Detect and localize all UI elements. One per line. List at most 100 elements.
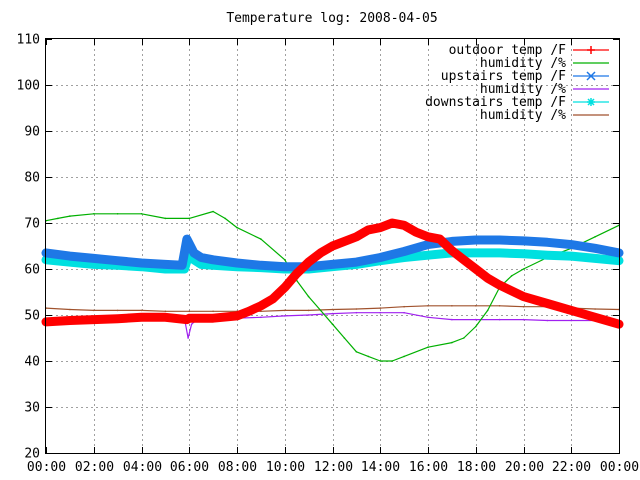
series-line-5 (45, 305, 620, 312)
series-point-5 (331, 308, 334, 311)
y-tick-label: 30 (24, 401, 40, 416)
series-point-1 (379, 360, 382, 362)
series-point-0 (340, 237, 348, 245)
series-point-2 (90, 254, 98, 262)
series-point-1 (475, 325, 477, 328)
series-point-5 (451, 305, 453, 307)
series-point-0 (269, 295, 277, 303)
series-point-0 (293, 270, 301, 278)
series-point-5 (69, 308, 71, 311)
x-tick-label: 14:00 (361, 460, 400, 475)
x-tick-label: 02:00 (75, 460, 114, 475)
series-point-2 (329, 260, 336, 268)
series-point-3 (260, 316, 262, 319)
legend-label: humidity /% (480, 82, 566, 97)
series-point-5 (140, 309, 143, 312)
series-point-2 (400, 248, 408, 255)
series-point-0 (161, 313, 169, 321)
series-point-1 (260, 238, 262, 240)
series-point-1 (307, 295, 310, 298)
series-point-3 (451, 318, 453, 321)
series-point-2 (472, 236, 480, 244)
series-point-4 (197, 260, 205, 268)
series-point-0 (305, 258, 313, 266)
legend-label: humidity /% (480, 108, 566, 123)
series-point-4 (591, 254, 599, 262)
series-point-3 (403, 311, 405, 314)
series-point-0 (376, 224, 384, 232)
y-tick-label: 20 (24, 447, 40, 462)
series-point-5 (307, 309, 310, 312)
series-point-5 (403, 305, 405, 308)
x-tick-label: 16:00 (409, 460, 448, 475)
series-point-0 (388, 219, 396, 227)
series-point-5 (594, 308, 596, 310)
series-point-0 (209, 314, 217, 322)
series-point-0 (472, 265, 480, 273)
series-point-1 (284, 259, 286, 261)
series-point-5 (475, 305, 477, 307)
series-point-3 (475, 318, 477, 321)
series-point-0 (257, 302, 265, 310)
series-point-0 (138, 313, 145, 321)
legend-marker-cross (586, 71, 596, 81)
series-point-5 (498, 305, 501, 307)
series-point-4 (520, 250, 527, 258)
series-point-5 (93, 309, 95, 312)
series-point-2 (114, 257, 122, 265)
series-point-1 (57, 217, 59, 220)
legend-label: humidity /% (480, 56, 566, 71)
legend-label: outdoor temp /F (449, 43, 567, 58)
series-point-4 (424, 251, 432, 259)
series-point-2 (352, 258, 360, 266)
series-point-1 (510, 275, 513, 277)
series-point-2 (591, 244, 599, 252)
series-point-1 (403, 355, 405, 358)
y-tick-label: 110 (17, 33, 40, 48)
series-point-1 (331, 323, 334, 326)
series-point-3 (427, 316, 429, 319)
chart-title: Temperature log: 2008-04-05 (226, 11, 437, 26)
series-point-1 (69, 215, 71, 217)
series-point-0 (400, 221, 408, 229)
x-tick-label: 00:00 (27, 460, 66, 475)
series-point-3 (331, 312, 334, 315)
series-point-1 (236, 226, 238, 229)
x-tick-label: 20:00 (505, 460, 544, 475)
x-tick-label: 22:00 (552, 460, 591, 475)
series-point-3 (190, 323, 193, 326)
series-point-1 (116, 213, 119, 215)
series-point-3 (187, 337, 189, 339)
series-point-2 (424, 241, 432, 249)
series-point-1 (463, 337, 465, 339)
y-tick-label: 90 (24, 125, 40, 140)
series-point-1 (451, 341, 453, 344)
legend-marker-plus (587, 46, 595, 54)
series-point-1 (140, 213, 143, 215)
series-point-0 (520, 293, 527, 301)
series-point-0 (281, 283, 289, 291)
series-point-0 (114, 315, 122, 323)
series-point-0 (185, 314, 193, 322)
y-tick-label: 80 (24, 171, 40, 186)
series-point-5 (522, 305, 525, 308)
y-tick-label: 70 (24, 217, 40, 232)
legend-label: downstairs temp /F (425, 95, 566, 110)
series-point-1 (486, 309, 489, 312)
series-layer (41, 210, 624, 362)
series-point-0 (364, 226, 372, 234)
series-point-1 (367, 355, 370, 358)
series-point-0 (233, 312, 241, 320)
series-point-0 (66, 317, 74, 324)
series-point-2 (520, 237, 527, 245)
series-point-0 (448, 247, 456, 255)
series-point-0 (567, 306, 575, 314)
series-point-2 (197, 254, 205, 261)
series-point-0 (424, 233, 432, 241)
series-point-2 (281, 263, 289, 271)
series-point-2 (138, 259, 145, 267)
y-tick-label: 60 (24, 263, 40, 278)
series-point-3 (546, 319, 549, 322)
